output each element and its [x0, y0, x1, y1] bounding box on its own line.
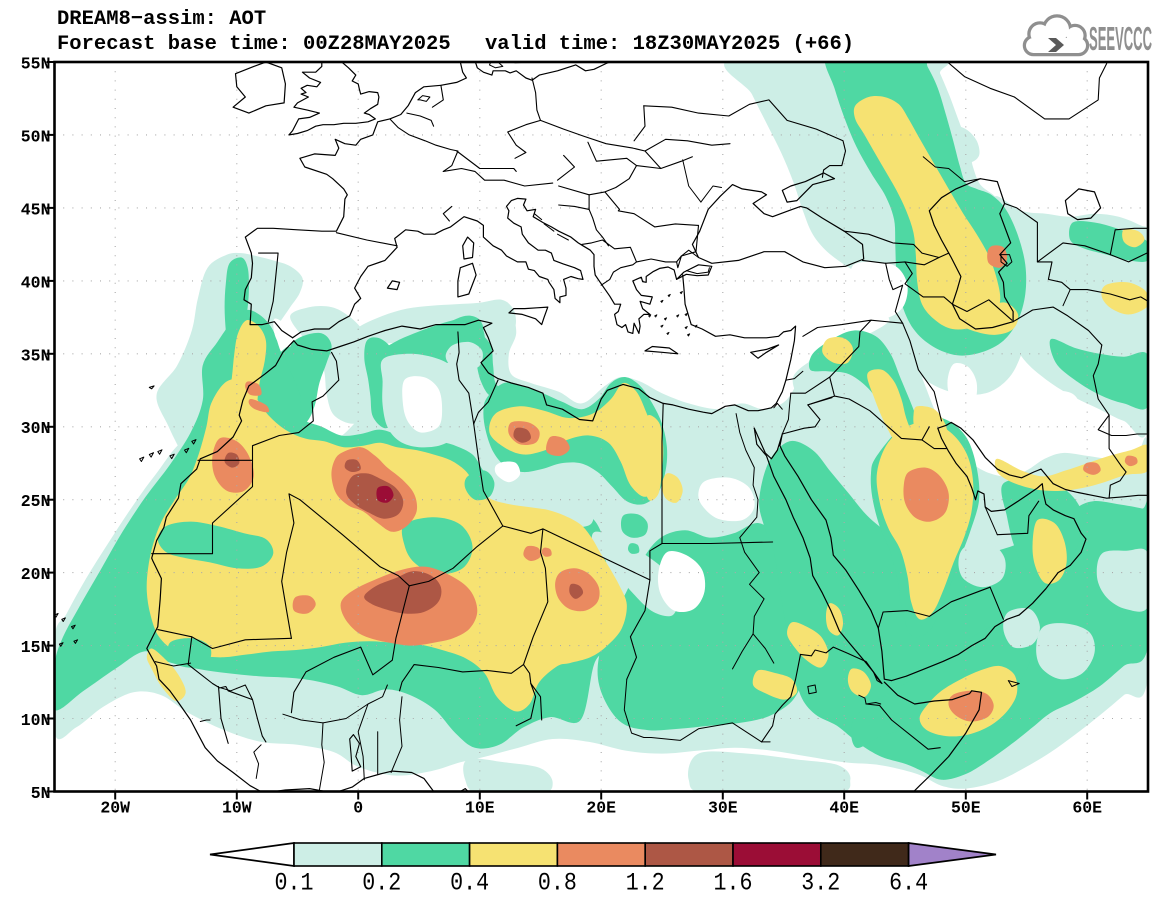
svg-text:10W: 10W: [222, 799, 252, 818]
svg-text:45N: 45N: [21, 200, 51, 219]
svg-text:30E: 30E: [708, 799, 738, 818]
svg-text:35N: 35N: [21, 346, 51, 365]
svg-text:50N: 50N: [21, 127, 51, 146]
svg-text:3.2: 3.2: [801, 869, 840, 898]
svg-text:6.4: 6.4: [889, 869, 928, 898]
svg-text:0.8: 0.8: [538, 869, 577, 898]
svg-text:1.6: 1.6: [714, 869, 753, 898]
svg-text:0.2: 0.2: [362, 869, 401, 898]
svg-text:55N: 55N: [21, 55, 51, 74]
svg-text:15N: 15N: [21, 638, 51, 657]
svg-text:20N: 20N: [21, 565, 51, 584]
svg-text:40E: 40E: [829, 799, 859, 818]
svg-text:20W: 20W: [100, 799, 130, 818]
svg-text:SEEVCCC: SEEVCCC: [1089, 20, 1152, 57]
svg-text:60E: 60E: [1072, 799, 1102, 818]
svg-text:0.4: 0.4: [450, 869, 489, 898]
svg-text:30N: 30N: [21, 419, 51, 438]
svg-text:valid time: 18Z30MAY2025 (+66): valid time: 18Z30MAY2025 (+66): [485, 33, 854, 56]
svg-text:DREAM8−assim: AOT: DREAM8−assim: AOT: [57, 8, 266, 31]
svg-text:10E: 10E: [465, 799, 495, 818]
svg-text:0.1: 0.1: [275, 869, 314, 898]
svg-text:Forecast base time: 00Z28MAY20: Forecast base time: 00Z28MAY2025: [57, 33, 451, 56]
svg-text:25N: 25N: [21, 492, 51, 511]
svg-text:1.2: 1.2: [626, 869, 665, 898]
svg-text:0: 0: [353, 799, 363, 818]
svg-text:40N: 40N: [21, 273, 51, 292]
svg-text:5N: 5N: [31, 784, 51, 803]
svg-text:50E: 50E: [951, 799, 981, 818]
svg-text:10N: 10N: [21, 711, 51, 730]
svg-text:20E: 20E: [586, 799, 616, 818]
